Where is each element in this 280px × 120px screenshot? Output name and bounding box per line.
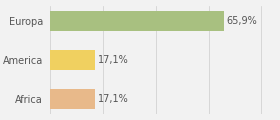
- Bar: [50, 50, 95, 70]
- Text: 17,1%: 17,1%: [97, 94, 128, 104]
- Text: 17,1%: 17,1%: [97, 55, 128, 65]
- Text: 65,9%: 65,9%: [226, 16, 257, 26]
- Bar: [50, 89, 95, 109]
- Bar: [50, 11, 224, 31]
